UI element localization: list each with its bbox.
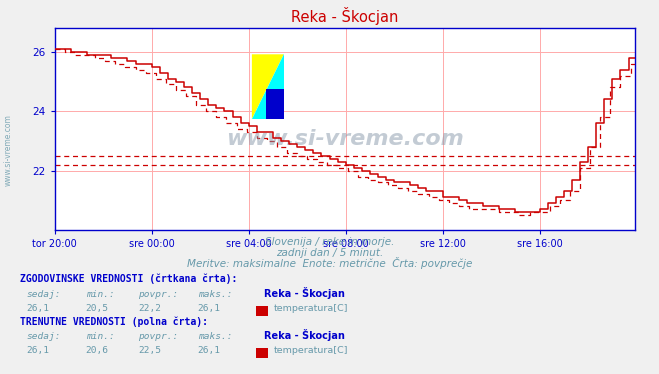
Text: zadnji dan / 5 minut.: zadnji dan / 5 minut. [276, 248, 383, 258]
Text: sedaj:: sedaj: [26, 332, 61, 341]
Text: Slovenija / reke in morje.: Slovenija / reke in morje. [265, 237, 394, 247]
Text: 20,6: 20,6 [86, 346, 109, 355]
Text: Reka - Škocjan: Reka - Škocjan [264, 329, 345, 341]
Text: www.si-vreme.com: www.si-vreme.com [226, 129, 463, 149]
Text: www.si-vreme.com: www.si-vreme.com [3, 114, 13, 186]
Text: 26,1: 26,1 [198, 346, 221, 355]
Text: 26,1: 26,1 [26, 346, 49, 355]
Text: povpr.:: povpr.: [138, 290, 179, 299]
Text: maks.:: maks.: [198, 290, 232, 299]
Polygon shape [252, 54, 284, 119]
Text: min.:: min.: [86, 332, 115, 341]
Text: 26,1: 26,1 [26, 304, 49, 313]
Text: maks.:: maks.: [198, 332, 232, 341]
Text: temperatura[C]: temperatura[C] [273, 304, 348, 313]
Polygon shape [266, 89, 284, 119]
Text: sedaj:: sedaj: [26, 290, 61, 299]
Title: Reka - Škocjan: Reka - Škocjan [291, 7, 398, 25]
Text: povpr.:: povpr.: [138, 332, 179, 341]
Text: ZGODOVINSKE VREDNOSTI (črtkana črta):: ZGODOVINSKE VREDNOSTI (črtkana črta): [20, 274, 237, 284]
Text: temperatura[C]: temperatura[C] [273, 346, 348, 355]
Text: min.:: min.: [86, 290, 115, 299]
Text: 26,1: 26,1 [198, 304, 221, 313]
Text: Meritve: maksimalne  Enote: metrične  Črta: povprečje: Meritve: maksimalne Enote: metrične Črta… [186, 257, 473, 269]
Text: TRENUTNE VREDNOSTI (polna črta):: TRENUTNE VREDNOSTI (polna črta): [20, 317, 208, 327]
Polygon shape [252, 54, 284, 119]
Text: 20,5: 20,5 [86, 304, 109, 313]
Text: 22,5: 22,5 [138, 346, 161, 355]
Text: Reka - Škocjan: Reka - Škocjan [264, 287, 345, 299]
Text: 22,2: 22,2 [138, 304, 161, 313]
